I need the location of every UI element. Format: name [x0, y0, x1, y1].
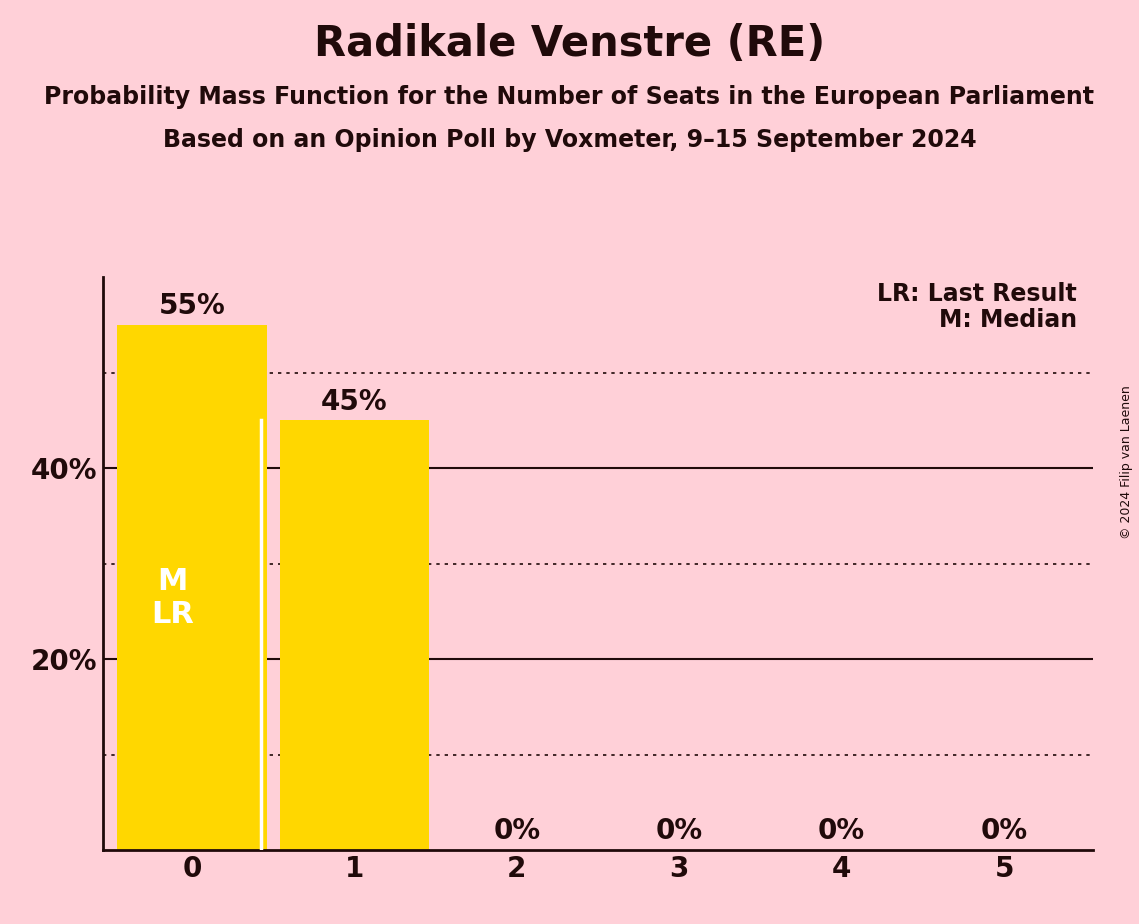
- Text: 0%: 0%: [493, 818, 540, 845]
- Bar: [279, 420, 429, 850]
- Text: Based on an Opinion Poll by Voxmeter, 9–15 September 2024: Based on an Opinion Poll by Voxmeter, 9–…: [163, 128, 976, 152]
- Text: M: Median: M: Median: [939, 308, 1077, 332]
- Text: M
LR: M LR: [151, 566, 194, 629]
- Text: 0%: 0%: [656, 818, 703, 845]
- Bar: [117, 325, 267, 850]
- Text: 45%: 45%: [321, 388, 387, 416]
- Text: Probability Mass Function for the Number of Seats in the European Parliament: Probability Mass Function for the Number…: [44, 85, 1095, 109]
- Text: 0%: 0%: [981, 818, 1027, 845]
- Text: LR: Last Result: LR: Last Result: [877, 282, 1077, 306]
- Text: 55%: 55%: [158, 292, 226, 320]
- Text: © 2024 Filip van Laenen: © 2024 Filip van Laenen: [1121, 385, 1133, 539]
- Text: Radikale Venstre (RE): Radikale Venstre (RE): [314, 23, 825, 65]
- Text: 0%: 0%: [818, 818, 866, 845]
